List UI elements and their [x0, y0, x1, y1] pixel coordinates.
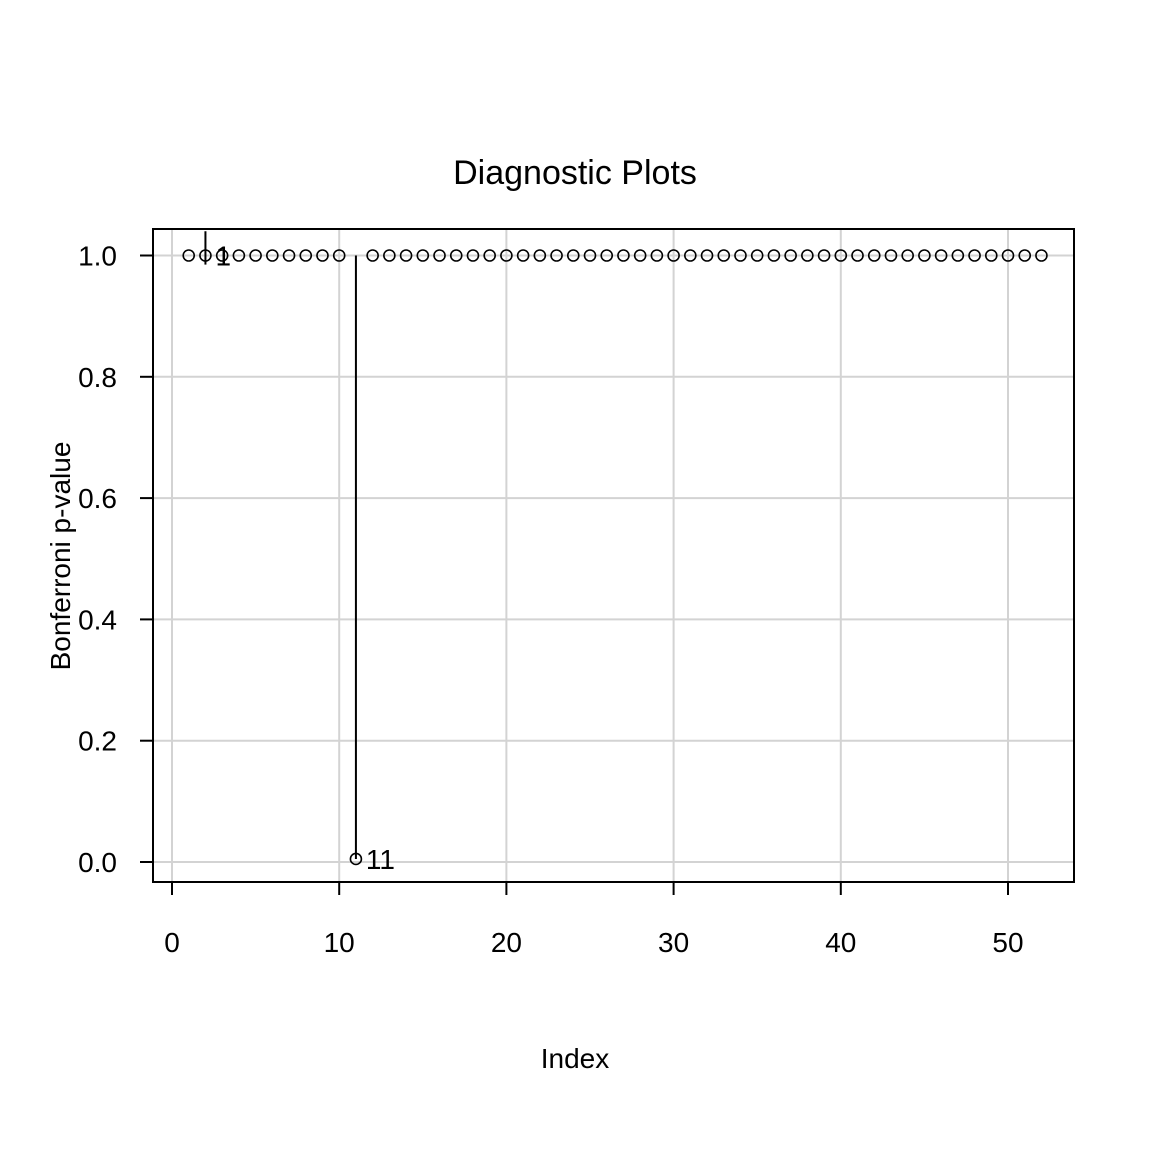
data-point	[366, 249, 379, 262]
data-point	[801, 249, 814, 262]
data-point	[734, 249, 747, 262]
data-point	[784, 249, 797, 262]
point-label: 11	[366, 844, 395, 875]
data-point	[617, 249, 630, 262]
plot-frame	[152, 228, 1075, 883]
data-point	[199, 249, 212, 262]
data-point	[951, 249, 965, 262]
data-point	[968, 249, 981, 262]
data-point	[215, 249, 229, 262]
y-tick-label: 0.2	[78, 726, 117, 757]
data-point	[684, 249, 697, 262]
data-point	[918, 249, 931, 262]
y-tick-label: 0.8	[78, 362, 117, 393]
data-point	[282, 249, 296, 262]
chart-title: Diagnostic Plots	[453, 154, 697, 192]
data-points	[182, 249, 1048, 866]
data-point	[984, 249, 998, 262]
y-axis-label: Bonferroni p-value	[45, 442, 76, 671]
x-tick-label: 40	[825, 927, 856, 958]
data-point	[566, 249, 580, 262]
data-point	[834, 249, 848, 262]
grid-lines	[153, 229, 1074, 882]
data-point	[500, 249, 513, 262]
y-tick-label: 0.4	[78, 604, 117, 635]
data-point	[383, 249, 396, 262]
data-point	[332, 249, 346, 262]
data-point	[934, 249, 948, 262]
data-point	[182, 249, 196, 262]
point-label: 1	[215, 241, 231, 272]
data-point	[851, 249, 864, 262]
x-tick-label: 20	[491, 927, 522, 958]
data-point	[901, 249, 914, 262]
data-point	[1001, 249, 1015, 262]
data-point	[533, 249, 547, 262]
data-point	[700, 249, 714, 262]
data-point	[316, 249, 329, 262]
point-labels: 111	[215, 241, 395, 875]
data-point	[667, 249, 680, 262]
x-tick-label: 10	[324, 927, 355, 958]
data-point	[650, 249, 664, 262]
axis-ticks: 0 10 20 30 40 50 0.0 0.2 0.4 0.6 0.8 1.0	[78, 241, 1024, 959]
data-point	[583, 249, 597, 262]
data-point	[817, 249, 831, 262]
data-point	[349, 852, 363, 866]
data-point	[483, 249, 496, 262]
data-point	[516, 249, 530, 262]
data-point	[399, 249, 413, 262]
data-point	[867, 249, 881, 262]
data-point	[1018, 249, 1032, 262]
data-point	[449, 249, 463, 262]
x-tick-label: 50	[992, 927, 1023, 958]
x-axis-label: Index	[541, 1043, 610, 1074]
x-tick-label: 30	[658, 927, 689, 958]
data-point	[232, 249, 246, 262]
y-tick-label: 0.6	[78, 483, 117, 514]
data-point	[433, 249, 446, 262]
data-point	[717, 249, 731, 262]
data-point	[1035, 249, 1048, 262]
y-tick-label: 0.0	[78, 847, 117, 878]
data-point	[299, 249, 313, 262]
vertical-lines	[204, 231, 357, 859]
data-point	[600, 249, 614, 262]
data-point	[249, 249, 262, 262]
data-point	[633, 249, 647, 262]
x-tick-label: 0	[164, 927, 180, 958]
data-point	[750, 249, 764, 262]
data-point	[767, 249, 781, 262]
data-point	[416, 249, 430, 262]
data-point	[550, 249, 563, 262]
data-point	[884, 249, 898, 262]
data-point	[466, 249, 480, 262]
data-point	[266, 249, 279, 262]
y-tick-label: 1.0	[78, 241, 117, 272]
